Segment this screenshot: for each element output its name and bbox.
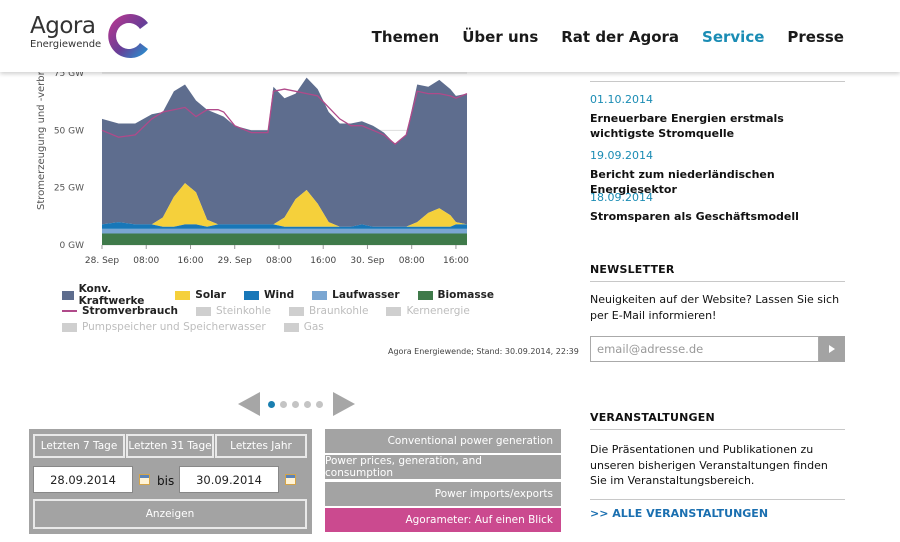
all-events-link[interactable]: >> ALLE VERANSTALTUNGEN [590, 507, 769, 520]
legend-konv-kraftwerke[interactable]: Konv. Kraftwerke [62, 283, 157, 307]
events-text: Die Präsentationen und Publikationen zu … [590, 443, 828, 487]
logo[interactable]: Agora Energiewende [30, 14, 101, 51]
news-date: 19.09.2014 [590, 149, 653, 162]
y-tick-label: 75 GW [54, 69, 84, 79]
events-heading: VERANSTALTUNGEN [590, 411, 715, 424]
area-wind [102, 222, 467, 229]
nav-service[interactable]: Service [702, 28, 765, 46]
divider [590, 429, 845, 430]
date-to-input[interactable]: 30.09.2014 [179, 466, 279, 493]
carousel-prev-arrow-icon[interactable] [238, 392, 260, 416]
area-biomasse [102, 233, 467, 245]
x-tick-label: 30. Sep [350, 256, 384, 266]
y-tick-label: 0 GW [60, 241, 85, 251]
chart-legend: Konv. Kraftwerke Solar Wind Laufwasser B… [62, 283, 512, 335]
legend-gas[interactable]: Gas [283, 321, 324, 333]
news-title[interactable]: Bericht zum niederländischen Energiesekt… [590, 168, 775, 196]
news-date: 18.09.2014 [590, 191, 653, 204]
calendar-icon[interactable] [139, 474, 150, 485]
email-submit-arrow-icon[interactable] [819, 336, 845, 362]
x-tick-label: 16:00 [443, 256, 469, 266]
newsletter-heading: NEWSLETTER [590, 263, 675, 276]
nav-themen[interactable]: Themen [371, 28, 440, 46]
y-tick-label: 50 GW [54, 126, 84, 136]
legend-wind[interactable]: Wind [243, 289, 294, 301]
carousel-dot[interactable] [304, 401, 311, 408]
x-tick-label: 08:00 [266, 256, 292, 266]
divider [590, 499, 845, 500]
carousel-next-arrow-icon[interactable] [333, 392, 355, 416]
x-tick-label: 29. Sep [218, 256, 252, 266]
calendar-icon[interactable] [285, 474, 296, 485]
nav-presse[interactable]: Presse [787, 28, 844, 46]
legend-solar[interactable]: Solar [175, 289, 226, 301]
nav-ueber-uns[interactable]: Über uns [462, 28, 539, 46]
newsletter-text: Neuigkeiten auf der Website? Lassen Sie … [590, 293, 840, 322]
stromerzeugung-chart: 0 GW 25 GW 50 GW 75 GW 28. Sep 08:00 16:00 29.… [36, 60, 469, 266]
news-title[interactable]: Erneuerbare Energien erstmals wichtigste… [590, 112, 784, 140]
legend-steinkohle[interactable]: Steinkohle [196, 305, 271, 317]
legend-pumpspeicher[interactable]: Pumpspeicher und Speicherwasser [62, 321, 266, 333]
divider [590, 281, 845, 282]
y-axis-label: Stromerzeugung und -verbrauch [36, 60, 47, 210]
link-power-prices[interactable]: Power prices, generation, and consumptio… [325, 455, 561, 479]
link-power-imports-exports[interactable]: Power imports/exports [325, 482, 561, 506]
x-tick-label: 28. Sep [85, 256, 119, 266]
area-laufwasser [102, 228, 467, 234]
news-date: 01.10.2014 [590, 93, 653, 106]
carousel-dot[interactable] [316, 401, 323, 408]
legend-braunkohle[interactable]: Braunkohle [289, 305, 368, 317]
legend-kernenergie[interactable]: Kernenergie [386, 305, 470, 317]
logo-name: Agora [30, 13, 96, 39]
y-tick-label: 25 GW [54, 184, 84, 194]
agora-logo-icon[interactable] [100, 9, 154, 63]
main-nav: Themen Über uns Rat der Agora Service Pr… [349, 28, 844, 46]
site-header: Agora Energiewende Themen Über uns Rat d… [0, 0, 900, 72]
carousel-dot[interactable] [280, 401, 287, 408]
last-year-button[interactable]: Letztes Jahr [215, 434, 307, 458]
divider [590, 81, 845, 82]
legend-stromverbrauch[interactable]: Stromverbrauch [62, 305, 178, 317]
legend-biomasse[interactable]: Biomasse [417, 289, 494, 301]
line-stromverbrauch [101, 88, 468, 145]
email-input[interactable]: email@adresse.de [590, 336, 819, 362]
area-konv-kraftwerke [102, 77, 467, 227]
chart-credit: Agora Energiewende; Stand: 30.09.2014, 2… [388, 347, 579, 356]
x-tick-label: 16:00 [310, 256, 336, 266]
carousel-dot[interactable] [268, 401, 275, 408]
last-31-days-button[interactable]: Letzten 31 Tage [126, 434, 214, 458]
date-from-input[interactable]: 28.09.2014 [33, 466, 133, 493]
legend-laufwasser[interactable]: Laufwasser [312, 289, 400, 301]
nav-rat-der-agora[interactable]: Rat der Agora [561, 28, 680, 46]
area-solar [102, 183, 467, 227]
bis-label: bis [157, 474, 175, 488]
link-conventional-power[interactable]: Conventional power generation [325, 429, 561, 453]
carousel-dots [268, 401, 328, 408]
news-title[interactable]: Stromsparen als Geschäftsmodell [590, 210, 799, 223]
carousel-dot[interactable] [292, 401, 299, 408]
x-tick-label: 08:00 [133, 256, 159, 266]
x-tick-label: 16:00 [178, 256, 204, 266]
show-button[interactable]: Anzeigen [33, 499, 307, 529]
x-tick-label: 08:00 [399, 256, 425, 266]
last-7-days-button[interactable]: Letzten 7 Tage [33, 434, 125, 458]
link-agorameter[interactable]: Agorameter: Auf einen Blick [325, 508, 561, 532]
logo-subtitle: Energiewende [30, 39, 102, 50]
